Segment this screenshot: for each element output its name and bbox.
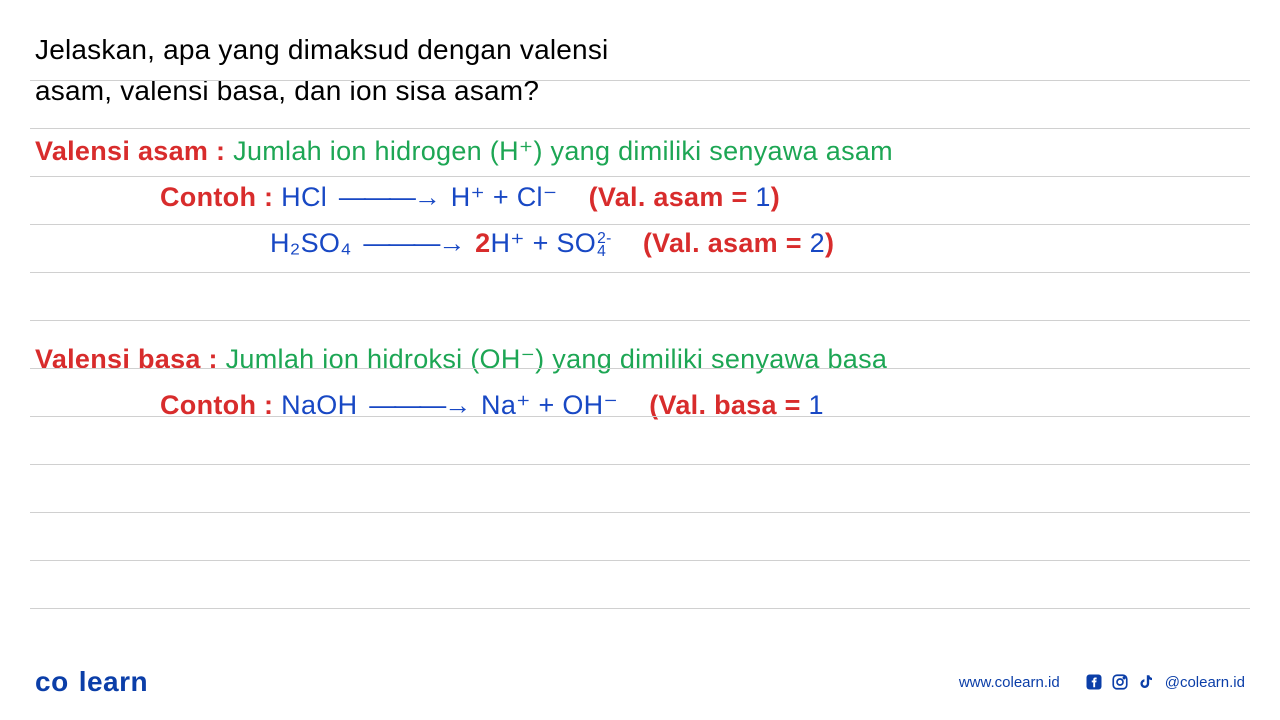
basa-example-1: Contoh : NaOH ———→ Na⁺ + OH⁻ (Val. basa … [160,383,1245,429]
asam-example-1: Contoh : HCl ———→ H⁺ + Cl⁻ (Val. asam = … [160,175,1245,221]
section-valensi-basa: Valensi basa : Jumlah ion hidroksi (OH⁻)… [35,337,1245,429]
asam-ex2-value: 2 [810,228,825,258]
section-valensi-asam: Valensi asam : Jumlah ion hidrogen (H⁺) … [35,129,1245,267]
ruled-line [30,224,1250,225]
question-line1: Jelaskan, apa yang dimaksud dengan valen… [35,34,608,65]
ruled-line [30,608,1250,609]
asam-ex1-note-prefix: (Val. asam = [589,182,756,212]
social-handle: @colearn.id [1165,674,1245,691]
asam-ex2-note-suffix: ) [825,228,834,258]
ruled-line [30,560,1250,561]
social-icons: @colearn.id [1084,672,1245,692]
asam-example-2: H₂SO₄ ———→ 2H⁺ + SO2-4 (Val. asam = 2) [270,221,1245,267]
arrow-icon: ———→ [339,175,439,221]
ruled-line [30,80,1250,81]
ruled-line [30,464,1250,465]
asam-ex2-coeff: 2 [475,228,490,258]
question-text: Jelaskan, apa yang dimaksud dengan valen… [35,30,1245,111]
asam-definition-line: Valensi asam : Jumlah ion hidrogen (H⁺) … [35,129,1245,175]
contoh-label: Contoh : [160,182,273,212]
tiktok-icon [1136,672,1156,692]
logo-learn: learn [79,666,148,697]
page-container: Jelaskan, apa yang dimaksud dengan valen… [0,0,1280,720]
asam-ex1-products: H⁺ + Cl⁻ [451,182,558,212]
ruled-line [30,320,1250,321]
basa-label: Valensi basa : [35,344,218,374]
footer: colearn www.colearn.id @colearn.id [35,666,1245,698]
logo-co: co [35,666,69,697]
so4-charge: 2-4 [597,232,612,259]
facebook-icon [1084,672,1104,692]
arrow-icon: ———→ [363,221,463,267]
asam-ex1-note-suffix: ) [771,182,780,212]
arrow-icon: ———→ [369,383,469,429]
asam-ex2-reactant: H₂SO₄ [270,228,352,258]
instagram-icon [1110,672,1130,692]
website-url: www.colearn.id [959,674,1060,691]
basa-definition: Jumlah ion hidroksi (OH⁻) yang dimiliki … [226,344,888,374]
brand-logo: colearn [35,666,148,698]
ruled-line [30,128,1250,129]
asam-label: Valensi asam : [35,136,225,166]
ruled-line [30,416,1250,417]
ruled-line [30,368,1250,369]
ruled-line [30,176,1250,177]
asam-ex1-reactant: HCl [281,182,327,212]
asam-ex2-products: H⁺ + SO [490,228,596,258]
basa-definition-line: Valensi basa : Jumlah ion hidroksi (OH⁻)… [35,337,1245,383]
ruled-line [30,272,1250,273]
footer-right: www.colearn.id @colearn.id [959,672,1245,692]
asam-ex2-note-prefix: (Val. asam = [643,228,810,258]
asam-definition: Jumlah ion hidrogen (H⁺) yang dimiliki s… [233,136,893,166]
asam-ex1-value: 1 [755,182,770,212]
ruled-line [30,512,1250,513]
